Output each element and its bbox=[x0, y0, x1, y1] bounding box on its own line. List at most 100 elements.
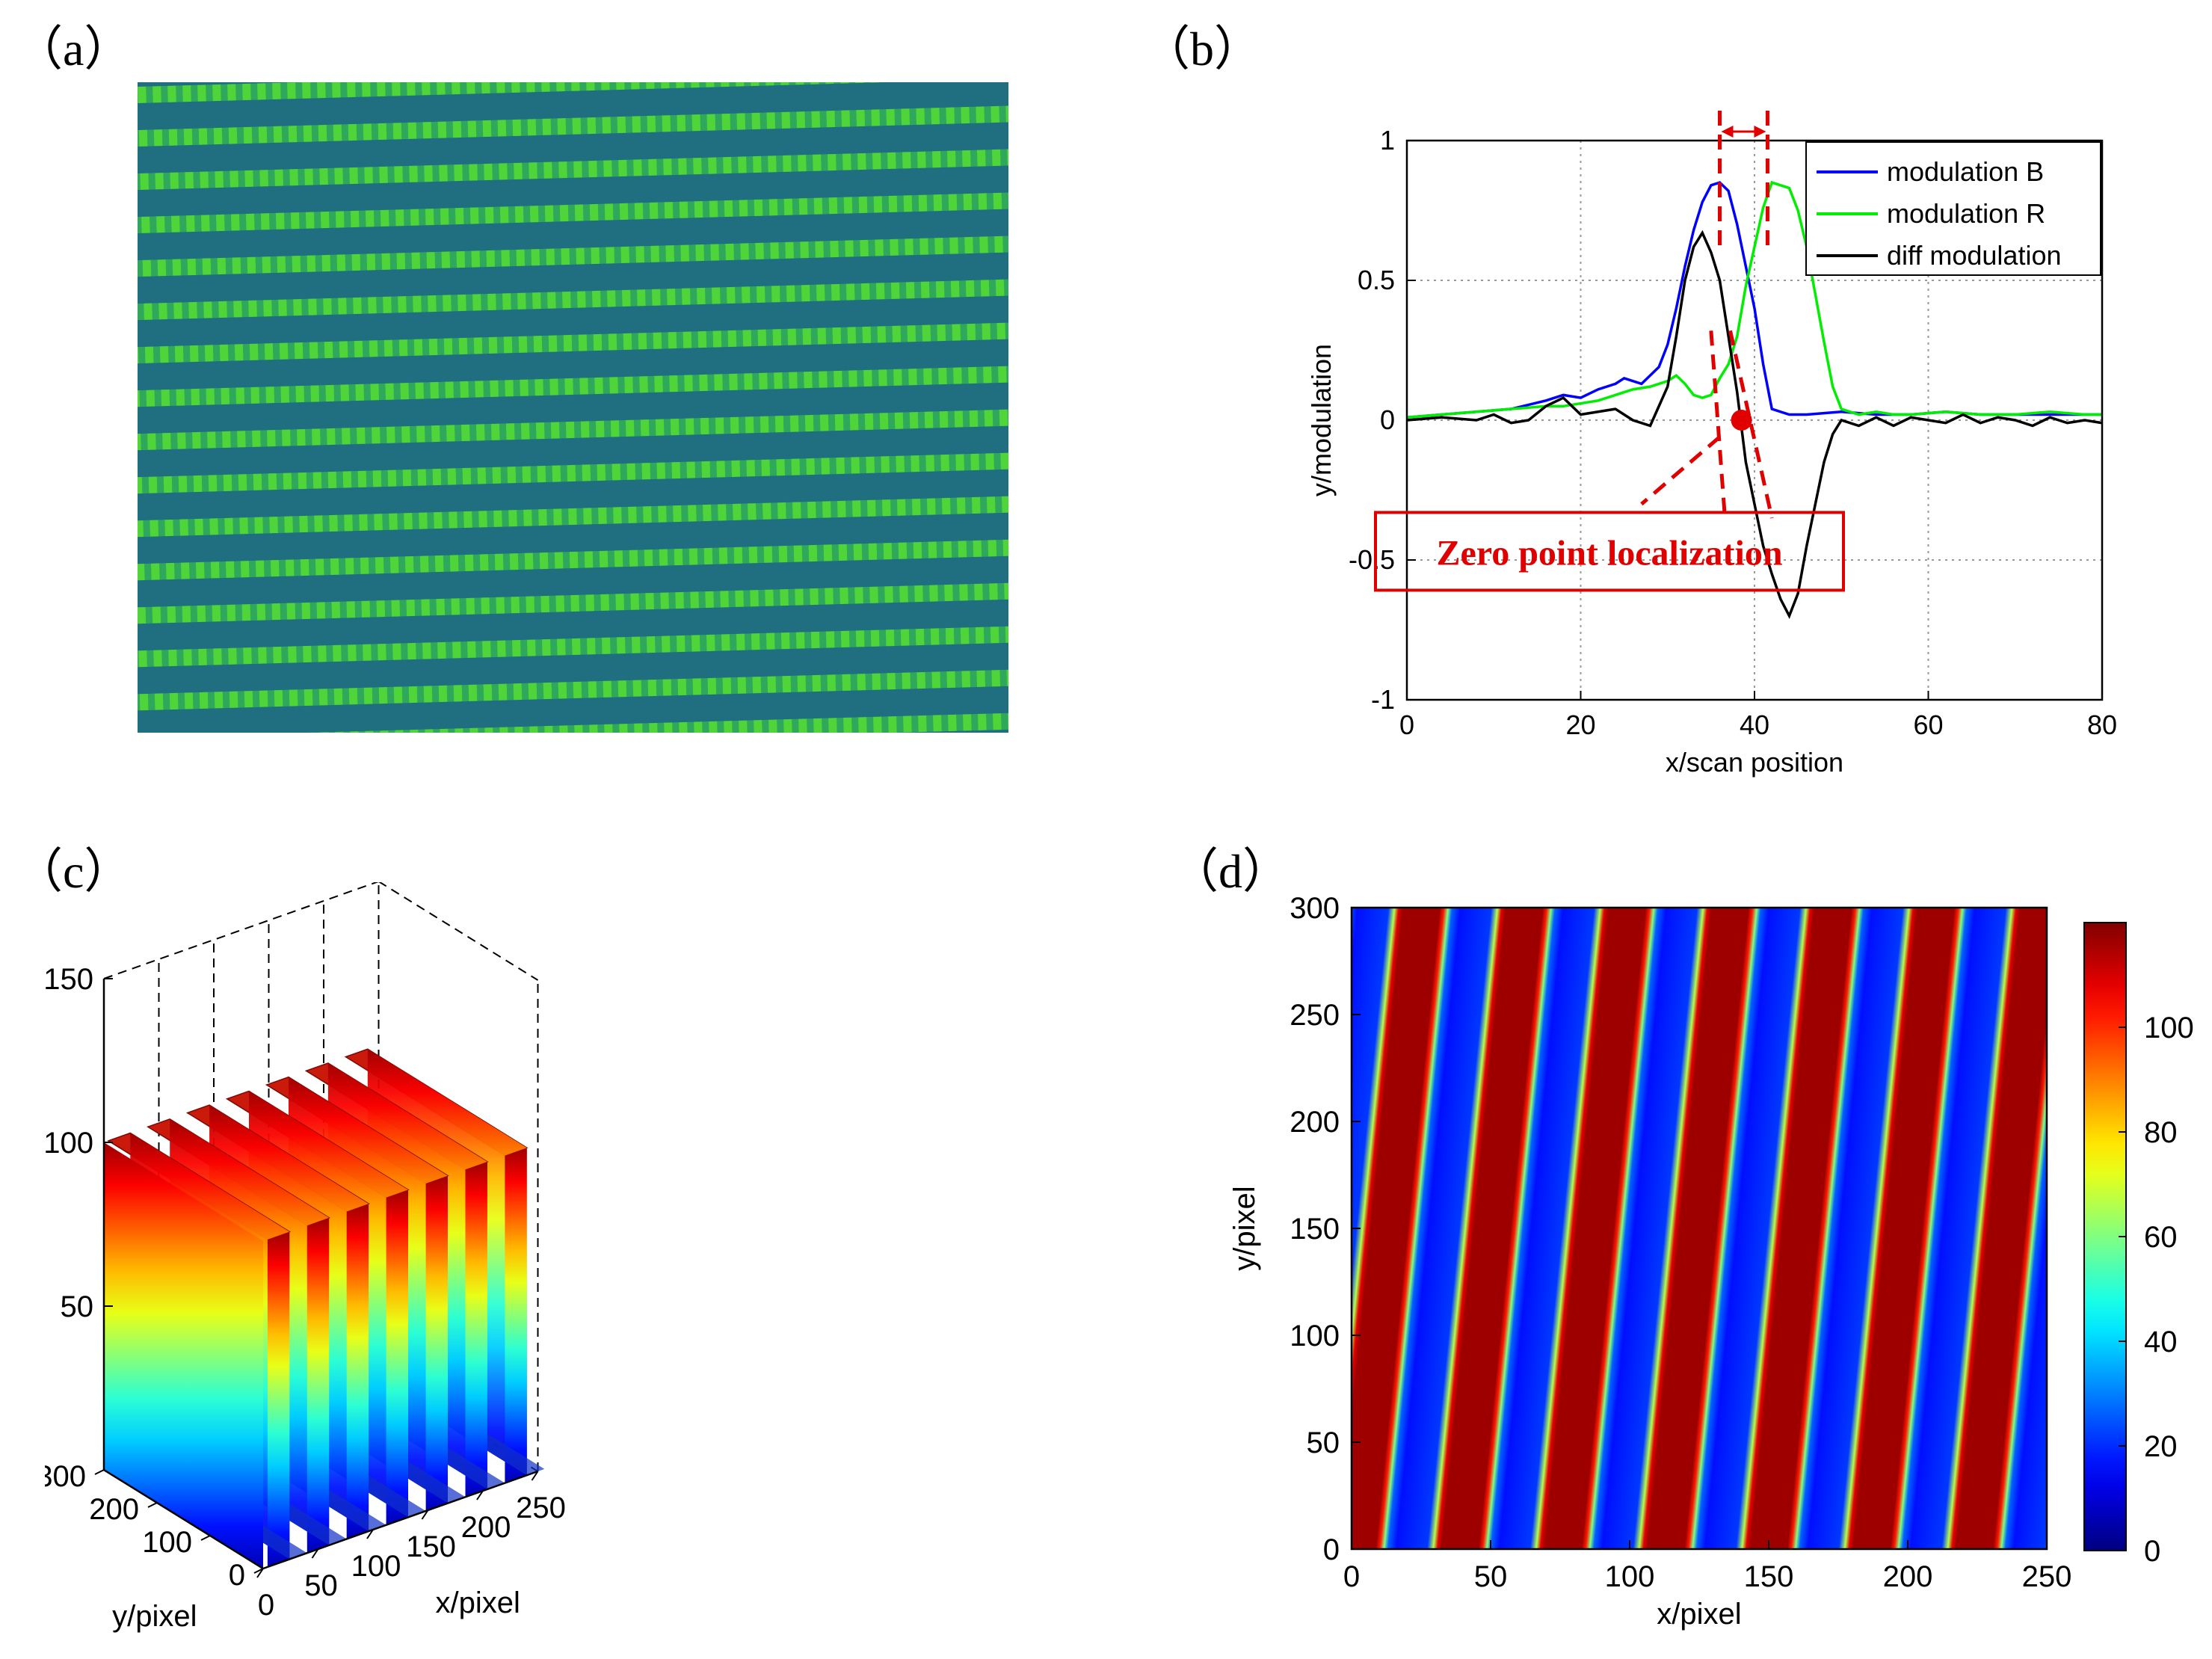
zero-callout-text: Zero point localization bbox=[1436, 533, 1782, 573]
x-axis-label: x/pixel bbox=[1657, 1598, 1741, 1631]
ridge-front bbox=[306, 1217, 330, 1554]
heatmap-clip-group bbox=[1352, 908, 2047, 1549]
x-tick-label: 80 bbox=[2087, 710, 2117, 740]
d-arrowhead-right bbox=[1754, 126, 1766, 138]
zero-point-marker bbox=[1731, 410, 1752, 431]
x-tick-label: 20 bbox=[1565, 710, 1595, 740]
ridge-front bbox=[346, 1204, 369, 1539]
colorbar-tick-label: 40 bbox=[2144, 1326, 2178, 1358]
z-tick-label: 50 bbox=[61, 1290, 94, 1323]
y-tick-label: 0 bbox=[1380, 404, 1395, 435]
x-tick bbox=[256, 1568, 264, 1578]
x-axis-label: x/scan position bbox=[1666, 747, 1843, 778]
colorbar-tick-label: 0 bbox=[2144, 1535, 2160, 1568]
x-tick-label: 0 bbox=[1343, 1560, 1360, 1593]
x-tick bbox=[421, 1509, 429, 1520]
y-tick-label: 200 bbox=[89, 1493, 139, 1526]
x-tick-label: 40 bbox=[1740, 710, 1769, 740]
stripe-group bbox=[1352, 908, 1461, 1549]
panel-label-c: （c） bbox=[15, 845, 132, 898]
height-heatmap: 0 50 100 150 200 250 0 50 100 150 200 250 300 x/pixel… bbox=[1228, 892, 2194, 1631]
d-arrowhead-left bbox=[1721, 126, 1734, 138]
stripe-group bbox=[1396, 908, 1564, 1549]
panel-label-b: （b） bbox=[1142, 22, 1262, 76]
panel-label-d: （d） bbox=[1171, 845, 1290, 898]
heatmap-stripe bbox=[1911, 908, 2047, 1549]
y-tick-label: 250 bbox=[1290, 999, 1340, 1032]
ridge-front bbox=[267, 1231, 290, 1567]
ridge-front bbox=[425, 1175, 448, 1511]
x-tick-label: 0 bbox=[1399, 710, 1414, 740]
stripe-group bbox=[1704, 908, 1873, 1549]
x-tick-label: 60 bbox=[1913, 710, 1943, 740]
x-tick-label: 0 bbox=[258, 1589, 274, 1622]
x-tick-label: 150 bbox=[1744, 1560, 1794, 1593]
colorbar-tick-label: 100 bbox=[2144, 1012, 2194, 1044]
legend-entry-2: modulation R bbox=[1887, 198, 2045, 229]
stripe-group bbox=[1602, 908, 1769, 1549]
y-tick-label: 1 bbox=[1380, 125, 1395, 156]
y-tick bbox=[200, 1535, 211, 1541]
y-tick-label: 50 bbox=[1307, 1426, 1340, 1459]
legend-box bbox=[1805, 141, 2101, 276]
heatmap-stripe bbox=[1352, 908, 1461, 1549]
ridge-front bbox=[505, 1148, 527, 1483]
y-tick-label: -1 bbox=[1371, 684, 1395, 715]
series-line-2 bbox=[1406, 180, 2102, 419]
y-tick bbox=[94, 1469, 105, 1475]
ridge-front bbox=[465, 1161, 487, 1498]
x-axis-line bbox=[262, 1470, 538, 1570]
x-tick bbox=[531, 1471, 539, 1481]
zero-guide-1 bbox=[1709, 330, 1727, 519]
x-tick-label: 200 bbox=[1883, 1560, 1933, 1593]
x-tick-label: 100 bbox=[351, 1550, 401, 1583]
y-tick-label: 100 bbox=[142, 1526, 192, 1559]
stripe-group bbox=[1911, 908, 2047, 1549]
z-tick-label: 100 bbox=[45, 1127, 93, 1160]
stripe-group bbox=[1499, 908, 1666, 1549]
y-tick-label: 300 bbox=[1290, 892, 1340, 925]
y-axis-label: y/modulation bbox=[1306, 344, 1337, 496]
x-tick-label: 250 bbox=[516, 1492, 566, 1524]
modulation-line-chart: 0 20 40 60 80 1 0.5 0 -0.5 -1 x/scan position y/mod… bbox=[1306, 97, 2117, 778]
heatmap-stripe bbox=[1704, 908, 1873, 1549]
colorbar-tick-label: 60 bbox=[2144, 1221, 2178, 1254]
legend-entry-1: modulation B bbox=[1887, 156, 2044, 187]
y-tick-label: 300 bbox=[45, 1460, 86, 1493]
y-tick-label: 100 bbox=[1290, 1320, 1340, 1352]
y-tick-label: 200 bbox=[1290, 1106, 1340, 1139]
surface-3d-chart: 050100150200250010020030050100150x/pixel… bbox=[45, 882, 566, 1633]
box-edge bbox=[378, 882, 539, 981]
x-axis-label: x/pixel bbox=[436, 1586, 520, 1619]
y-axis-label: y/pixel bbox=[112, 1600, 197, 1633]
y-tick-label: 150 bbox=[1290, 1213, 1340, 1246]
heatmap-stripe bbox=[1602, 908, 1769, 1549]
box-edge bbox=[103, 882, 379, 979]
ridge-front bbox=[386, 1189, 408, 1525]
x-tick bbox=[311, 1548, 319, 1559]
x-tick bbox=[476, 1490, 484, 1501]
x-tick-label: 200 bbox=[461, 1511, 511, 1544]
x-tick-label: 250 bbox=[2022, 1560, 2072, 1593]
z-tick-label: 150 bbox=[45, 963, 93, 996]
y-tick-label: -0.5 bbox=[1349, 544, 1395, 575]
heatmap-stripe bbox=[1808, 908, 1975, 1549]
x-tick-label: 150 bbox=[406, 1530, 456, 1563]
y-tick bbox=[147, 1502, 158, 1508]
colorbar-tick-label: 20 bbox=[2144, 1430, 2178, 1463]
panel-label-a: （a） bbox=[15, 22, 132, 76]
zero-pointer bbox=[1640, 435, 1722, 506]
legend-entry-3: diff modulation bbox=[1887, 240, 2062, 271]
x-tick bbox=[366, 1529, 374, 1539]
plot-frame bbox=[1405, 139, 2104, 701]
y-axis-line bbox=[103, 1468, 264, 1570]
d-label: d bbox=[1734, 97, 1754, 98]
y-axis-label: y/pixel bbox=[1228, 1186, 1261, 1270]
y-tick-label: 0 bbox=[229, 1559, 245, 1592]
y-tick bbox=[253, 1568, 264, 1574]
x-tick-label: 100 bbox=[1605, 1560, 1655, 1593]
fringe-image bbox=[138, 82, 1008, 733]
colorbar-tick-label: 80 bbox=[2144, 1116, 2178, 1149]
heatmap-stripe bbox=[1396, 908, 1564, 1549]
x-tick-label: 50 bbox=[1474, 1560, 1508, 1593]
